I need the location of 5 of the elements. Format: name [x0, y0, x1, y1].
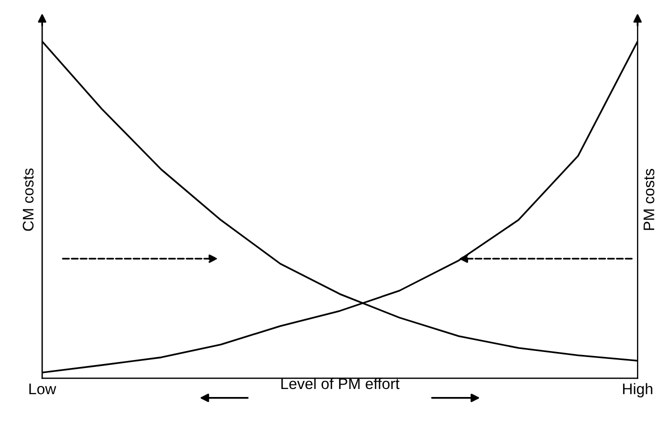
y-axis-title: CM costs	[22, 168, 34, 231]
x-tick-label: Low	[29, 384, 56, 394]
x-tick-label: High	[623, 383, 652, 398]
y2-axis-title: PM costs	[644, 168, 654, 230]
x-axis-title: Level of PM effort	[281, 378, 400, 390]
